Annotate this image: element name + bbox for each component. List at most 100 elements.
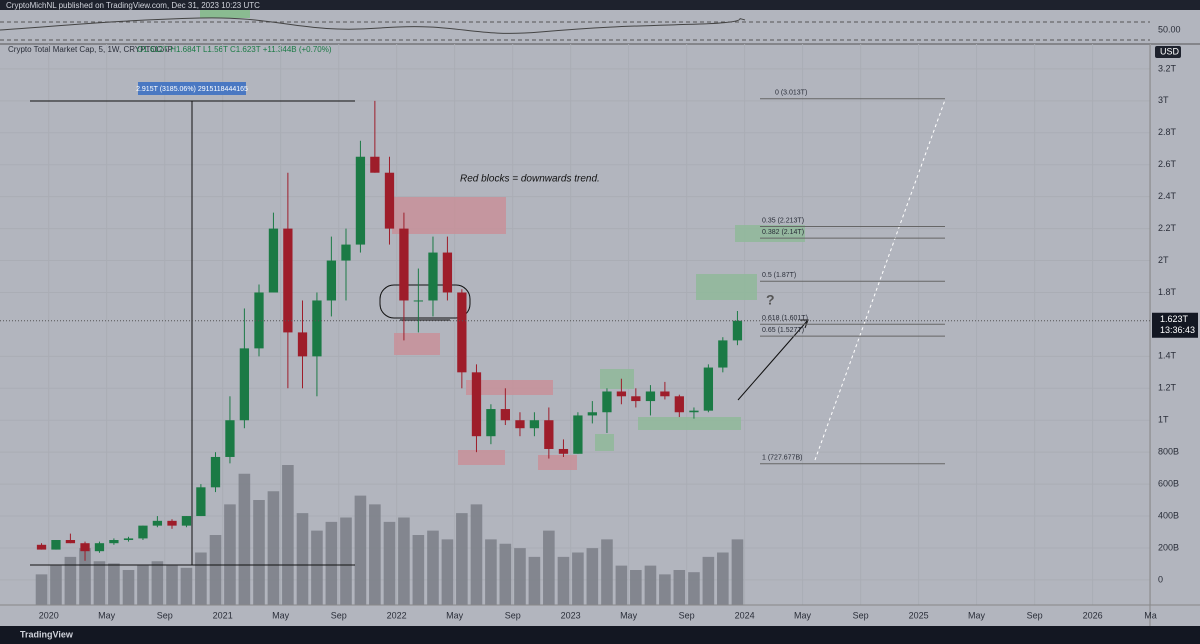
y-tick-label: 400B	[1158, 510, 1179, 520]
candle-body	[399, 228, 409, 301]
fib-label: 0.5 (1.87T)	[762, 272, 796, 279]
x-tick-label: May	[968, 610, 986, 620]
volume-bar	[282, 465, 294, 605]
candle-body	[225, 420, 235, 457]
y-tick-label: 1T	[1158, 415, 1169, 425]
y-tick-label: 800B	[1158, 447, 1179, 457]
candle-body	[123, 538, 134, 541]
y-tick-label: 2T	[1158, 255, 1169, 265]
x-tick-label: 2025	[909, 610, 929, 620]
volume-bar	[180, 567, 193, 605]
measure-label: 2.915T (3185.06%) 2915118444165	[136, 86, 248, 93]
trend-line	[814, 99, 946, 461]
candle-body	[457, 292, 467, 373]
candle-body	[370, 156, 380, 173]
candle-body	[326, 260, 337, 301]
currency[interactable]: USD	[1160, 46, 1180, 56]
bottom-bar	[0, 626, 1200, 644]
candle-body	[703, 367, 714, 411]
y-tick-label: 3.2T	[1158, 63, 1177, 73]
volume-bar	[137, 565, 149, 605]
volume-bar	[688, 572, 700, 605]
candle-body	[515, 420, 525, 429]
red-zone	[394, 333, 440, 355]
x-tick-label: May	[620, 610, 638, 620]
green-zone	[600, 369, 634, 389]
fib-label: 0.65 (1.527T)	[762, 327, 804, 334]
y-tick-label: 2.4T	[1158, 191, 1177, 201]
volume-bar	[485, 539, 497, 605]
candle-body	[297, 332, 308, 357]
volume-bar	[296, 513, 309, 605]
volume-bar	[325, 521, 338, 605]
volume-bar	[238, 473, 251, 605]
volume-bar	[630, 570, 642, 605]
candle-body	[36, 544, 47, 550]
candle-body	[312, 300, 322, 357]
candle-body	[558, 448, 569, 454]
candle-body	[167, 520, 177, 526]
fib-label: 0.35 (2.213T)	[762, 217, 804, 224]
volume-bar	[427, 530, 439, 605]
candle-body	[587, 412, 597, 416]
candle-body	[80, 543, 90, 552]
candle-body	[428, 252, 438, 301]
volume-bar	[441, 539, 454, 605]
volume-bar	[702, 556, 715, 605]
y-tick-label: 1.2T	[1158, 383, 1177, 393]
volume-bar	[122, 570, 135, 605]
range-circle	[379, 284, 471, 319]
volume-bar	[340, 517, 352, 605]
volume-bar	[383, 521, 396, 605]
x-tick-label: May	[794, 610, 812, 620]
candle-body	[529, 420, 540, 429]
volume-bar	[586, 548, 599, 605]
x-tick-label: Ma	[1144, 610, 1157, 620]
candle-body	[268, 228, 279, 293]
candle-body	[573, 415, 583, 454]
volume-bar	[35, 574, 48, 605]
x-tick-label: 2026	[1083, 610, 1103, 620]
rsi-fill	[200, 10, 250, 18]
volume-bar	[64, 556, 77, 605]
volume-bar	[601, 539, 613, 605]
volume-bar	[267, 491, 280, 605]
red-zone	[392, 197, 506, 234]
candle-body	[341, 244, 351, 261]
volume-bar	[151, 561, 164, 605]
time-axis	[0, 605, 1200, 626]
candle-body	[181, 516, 192, 526]
candle-body	[152, 520, 163, 526]
currency-box[interactable]	[1155, 46, 1181, 58]
candle-body	[210, 456, 221, 488]
x-tick-label: Sep	[331, 610, 347, 620]
publisher: CryptoMichNL published on TradingView.co…	[6, 1, 260, 10]
x-tick-label: May	[446, 610, 464, 620]
volume-bar	[673, 570, 686, 605]
brand: TradingView	[20, 629, 74, 639]
y-tick-label: 2.8T	[1158, 127, 1177, 137]
x-tick-label: 2021	[213, 610, 233, 620]
volume-bar	[398, 517, 410, 605]
y-tick-label: 600B	[1158, 478, 1179, 488]
volume-bar	[354, 495, 367, 605]
volume-bar	[50, 565, 62, 605]
last-price-box	[1152, 312, 1198, 338]
volume-bar	[456, 513, 468, 605]
volume-bar	[311, 530, 323, 605]
green-zone	[696, 274, 757, 300]
x-tick-label: May	[272, 610, 290, 620]
volume-bar	[717, 552, 729, 605]
candle-body	[196, 487, 206, 517]
x-tick-label: 2024	[735, 610, 755, 620]
candle-body	[413, 300, 424, 302]
volume-bar	[731, 539, 744, 605]
candle-body	[239, 348, 250, 421]
volume-bar	[369, 504, 381, 605]
rsi-line	[0, 17, 746, 34]
volume-bar	[514, 548, 526, 605]
x-tick-label: Sep	[505, 610, 521, 620]
candle-body	[486, 409, 496, 437]
